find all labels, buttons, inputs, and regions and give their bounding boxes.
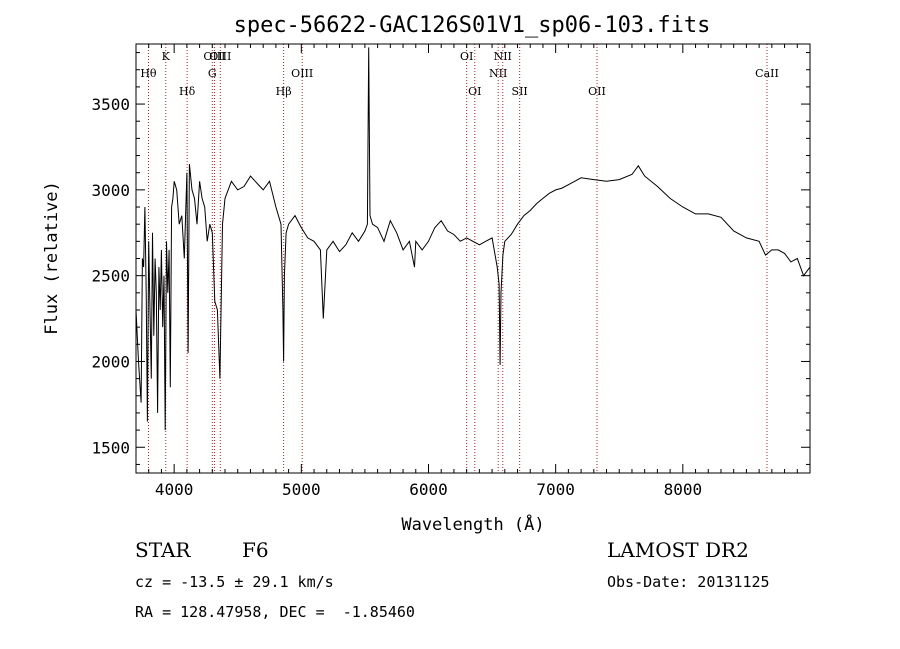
series-layer — [135, 47, 811, 431]
spectrum-series-line — [135, 47, 811, 431]
spectral-line-label: NII — [489, 67, 507, 80]
y-tick-label: 1500 — [91, 438, 130, 457]
spectral-line-label: OIII — [209, 50, 231, 63]
x-tick-label: 5000 — [282, 480, 321, 499]
x-axis-label: Wavelength (Å) — [401, 513, 544, 535]
obs-date-text: Obs-Date: 20131125 — [607, 573, 770, 591]
spectral-line-label: Hδ — [179, 85, 196, 98]
y-axis-label: Flux (relative) — [42, 181, 62, 335]
y-tick-label: 2000 — [91, 352, 130, 371]
spectral-line-label: SII — [512, 85, 528, 98]
spectral-line-label: Hθ — [140, 67, 157, 80]
spectral-line-label: OII — [588, 85, 606, 98]
redshift-text: cz = -13.5 ± 29.1 km/s — [135, 573, 334, 591]
x-tick-label: 4000 — [155, 480, 194, 499]
x-tick-label: 6000 — [409, 480, 448, 499]
y-tick-label: 3500 — [91, 95, 130, 114]
spectral-line-label: NII — [494, 50, 512, 63]
spectral-line-label: G — [208, 67, 217, 80]
object-class: STAR — [135, 538, 191, 562]
axis-ticks-layer: 4000 5000 6000 7000 8000 1500 2000 2500 3000 3500 — [91, 44, 811, 499]
spectral-line-label: OI — [460, 50, 473, 63]
plot-frame — [135, 43, 811, 474]
spectral-line-label: OIII — [291, 67, 313, 80]
spectral-line-label: Hβ — [276, 85, 292, 98]
object-subclass: F6 — [242, 538, 269, 562]
spectral-line-label: CaII — [755, 67, 779, 80]
spectral-line-label: OI — [468, 85, 481, 98]
survey-name: LAMOST DR2 — [607, 538, 749, 562]
x-tick-label: 7000 — [536, 480, 575, 499]
coordinates-text: RA = 128.47958, DEC = -1.85460 — [135, 603, 415, 621]
y-tick-label: 2500 — [91, 267, 130, 286]
x-tick-label: 8000 — [664, 480, 703, 499]
spectral-line-label: K — [162, 50, 171, 63]
chart-title: spec-56622-GAC126S01V1_sp06-103.fits — [234, 13, 711, 38]
y-tick-label: 3000 — [91, 181, 130, 200]
